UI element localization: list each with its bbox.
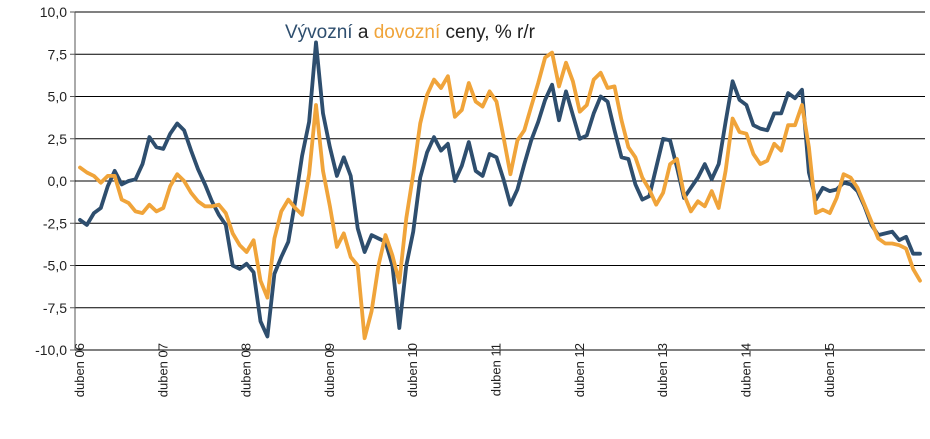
y-tick-label: 10,0 bbox=[40, 4, 67, 20]
series-lines bbox=[78, 40, 922, 341]
y-tick-label: 2,5 bbox=[48, 131, 68, 147]
x-tick-label: duben 14 bbox=[738, 343, 753, 397]
x-tick-label: duben 07 bbox=[155, 343, 170, 397]
x-tick-label: duben 12 bbox=[572, 343, 587, 397]
title-segment: dovozní bbox=[374, 22, 441, 43]
gridlines bbox=[75, 11, 925, 351]
y-tick-label: -7,5 bbox=[43, 300, 67, 316]
x-tick-label: duben 10 bbox=[405, 343, 420, 397]
y-tick-label: -2,5 bbox=[43, 215, 67, 231]
x-tick-label: duben 15 bbox=[822, 343, 837, 397]
x-tick-label: duben 13 bbox=[655, 343, 670, 397]
title-segment: Vývozní bbox=[285, 22, 353, 43]
series-line-dovozni bbox=[78, 50, 922, 341]
title-segment: ceny, % r/r bbox=[440, 22, 535, 43]
y-tick-label: 5,0 bbox=[48, 89, 68, 105]
x-tick-label: duben 11 bbox=[489, 343, 504, 396]
chart-title: Vývozní a dovozní ceny, % r/r bbox=[285, 22, 536, 43]
title-segment: a bbox=[353, 22, 374, 43]
series-line-vyvozni bbox=[78, 40, 922, 339]
x-tick-label: duben 06 bbox=[72, 343, 87, 397]
y-tick-label: -5,0 bbox=[43, 258, 67, 274]
y-tick-label: 0,0 bbox=[48, 173, 68, 189]
y-tick-label: -10,0 bbox=[35, 342, 67, 358]
x-tick-label: duben 09 bbox=[322, 343, 337, 397]
x-axis-ticks: duben 06 duben 07 duben 08 duben 09 duben 10… bbox=[72, 343, 837, 397]
x-tick-label: duben 08 bbox=[239, 343, 254, 397]
y-tick-label: 7,5 bbox=[48, 46, 68, 62]
y-axis-ticks: 10,0 7,5 5,0 2,5 0,0 -2,5 -5,0 -7,5 -10,0 bbox=[35, 4, 75, 358]
